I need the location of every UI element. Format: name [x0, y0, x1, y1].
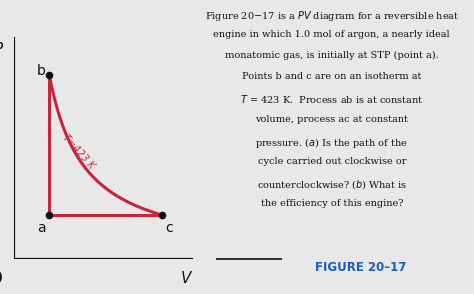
Text: the efficiency of this engine?: the efficiency of this engine? — [261, 199, 403, 208]
Text: FIGURE 20–17: FIGURE 20–17 — [315, 261, 406, 274]
Text: T=423 K: T=423 K — [60, 133, 96, 171]
Text: P: P — [0, 42, 3, 57]
Text: V: V — [181, 271, 191, 286]
Text: Points b and c are on an isotherm at: Points b and c are on an isotherm at — [242, 72, 421, 81]
Text: c: c — [165, 221, 173, 235]
Text: cycle carried out clockwise or: cycle carried out clockwise or — [257, 157, 406, 166]
Text: volume, process ac at constant: volume, process ac at constant — [255, 115, 408, 124]
Text: pressure. ($a$) Is the path of the: pressure. ($a$) Is the path of the — [255, 136, 408, 150]
Text: $T$ = 423 K.  Process ab is at constant: $T$ = 423 K. Process ab is at constant — [240, 93, 424, 106]
Text: monatomic gas, is initially at STP (point a).: monatomic gas, is initially at STP (poin… — [225, 51, 438, 60]
Text: engine in which 1.0 mol of argon, a nearly ideal: engine in which 1.0 mol of argon, a near… — [213, 30, 450, 39]
Text: a: a — [37, 221, 46, 235]
Text: 0: 0 — [0, 271, 2, 286]
Text: b: b — [37, 64, 46, 78]
Text: Figure 20$-$17 is a $PV$ diagram for a reversible heat: Figure 20$-$17 is a $PV$ diagram for a r… — [204, 9, 459, 23]
Text: counterclockwise? ($b$) What is: counterclockwise? ($b$) What is — [256, 178, 407, 191]
